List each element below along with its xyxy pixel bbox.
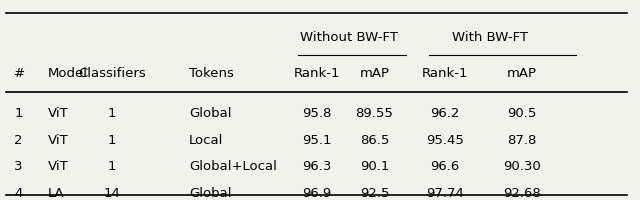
Text: With BW-FT: With BW-FT <box>452 31 527 43</box>
Text: mAP: mAP <box>360 67 389 79</box>
Text: 14: 14 <box>104 186 120 199</box>
Text: 92.68: 92.68 <box>503 186 540 199</box>
Text: ViT: ViT <box>48 107 68 119</box>
Text: 1: 1 <box>108 159 116 172</box>
Text: Classifiers: Classifiers <box>78 67 146 79</box>
Text: 1: 1 <box>108 133 116 146</box>
Text: 96.9: 96.9 <box>302 186 332 199</box>
Text: mAP: mAP <box>507 67 536 79</box>
Text: Tokens: Tokens <box>189 67 234 79</box>
Text: Global+Local: Global+Local <box>189 159 276 172</box>
Text: 96.2: 96.2 <box>430 107 460 119</box>
Text: 1: 1 <box>108 107 116 119</box>
Text: 96.3: 96.3 <box>302 159 332 172</box>
Text: 90.5: 90.5 <box>507 107 536 119</box>
Text: 95.1: 95.1 <box>302 133 332 146</box>
Text: 90.30: 90.30 <box>503 159 540 172</box>
Text: Global: Global <box>189 186 231 199</box>
Text: Without BW-FT: Without BW-FT <box>300 31 397 43</box>
Text: 96.6: 96.6 <box>430 159 460 172</box>
Text: 95.8: 95.8 <box>302 107 332 119</box>
Text: 4: 4 <box>14 186 22 199</box>
Text: Global: Global <box>189 107 231 119</box>
Text: 86.5: 86.5 <box>360 133 389 146</box>
Text: Local: Local <box>189 133 223 146</box>
Text: 87.8: 87.8 <box>507 133 536 146</box>
Text: ViT: ViT <box>48 159 68 172</box>
Text: 97.74: 97.74 <box>426 186 464 199</box>
Text: 2: 2 <box>14 133 22 146</box>
Text: 92.5: 92.5 <box>360 186 389 199</box>
Text: Model: Model <box>48 67 88 79</box>
Text: 3: 3 <box>14 159 22 172</box>
Text: Rank-1: Rank-1 <box>422 67 468 79</box>
Text: Rank-1: Rank-1 <box>294 67 340 79</box>
Text: 90.1: 90.1 <box>360 159 389 172</box>
Text: LA: LA <box>48 186 65 199</box>
Text: #: # <box>14 67 25 79</box>
Text: 89.55: 89.55 <box>355 107 394 119</box>
Text: ViT: ViT <box>48 133 68 146</box>
Text: 95.45: 95.45 <box>426 133 464 146</box>
Text: 1: 1 <box>14 107 22 119</box>
